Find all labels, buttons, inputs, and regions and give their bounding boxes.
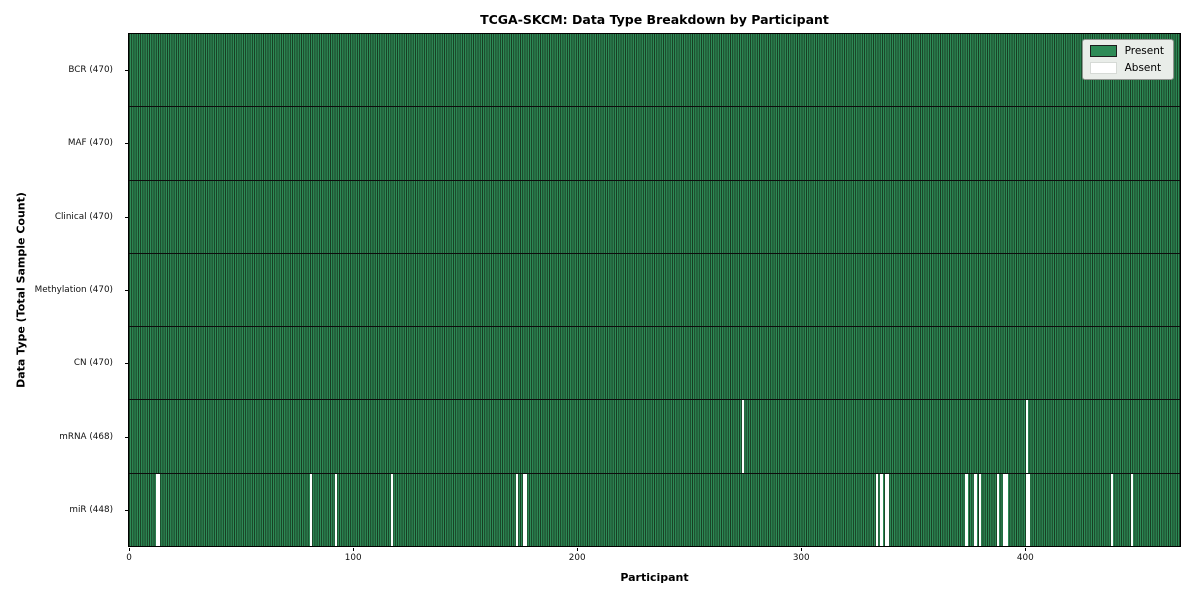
y-tick-label: BCR (470) (68, 64, 113, 75)
legend-label-present: Present (1124, 45, 1164, 57)
absent-mark (875, 473, 879, 546)
y-tick-mark (124, 290, 128, 291)
y-tick-mark (124, 363, 128, 365)
absent-swatch-icon (1089, 62, 1117, 74)
heatmap-row-clinical (129, 180, 1180, 254)
plot-area (128, 33, 1181, 547)
x-axis-label: Participant (620, 571, 689, 584)
heatmap-row-methylation (129, 253, 1180, 328)
x-axis-tick-labels: 0 100 200 300 400 (126, 547, 1181, 571)
absent-mark (974, 473, 977, 546)
legend-entry-present: Present (1089, 45, 1164, 57)
absent-mark (887, 473, 890, 546)
absent-mark (978, 473, 981, 546)
absent-mark (1005, 473, 1008, 546)
y-tick-label: mRNA (468) (59, 431, 113, 442)
y-tick-mark (124, 143, 128, 145)
absent-mark (880, 473, 883, 546)
absent-mark (1130, 473, 1134, 546)
legend-label-absent: Absent (1124, 62, 1162, 74)
heatmap-row-mir (129, 473, 1180, 546)
x-tick-label: 200 (568, 553, 586, 563)
x-tick-label: 100 (344, 553, 362, 563)
absent-mark (155, 473, 159, 546)
x-tick-mark (1025, 547, 1027, 551)
y-tick-mark (124, 510, 128, 512)
y-tick-label: Methylation (470) (34, 285, 113, 295)
present-swatch-icon (1089, 45, 1117, 57)
absent-mark (1027, 473, 1031, 546)
absent-mark (158, 473, 161, 546)
absent-mark (996, 473, 999, 546)
x-tick-label: 300 (792, 553, 810, 563)
absent-mark (1003, 473, 1006, 546)
chart-title: TCGA-SKCM: Data Type Breakdown by Partic… (480, 12, 829, 27)
x-tick-mark (801, 547, 803, 551)
y-axis-tick-labels: BCR (470) MAF (470) Clinical (470) Methylat… (0, 33, 122, 547)
absent-mark (522, 473, 525, 546)
absent-mark (741, 400, 744, 473)
absent-mark (334, 473, 337, 546)
heatmap-row-cn (129, 327, 1180, 401)
absent-mark (884, 473, 888, 546)
absent-mark (515, 473, 519, 546)
legend: Present Absent (1081, 39, 1174, 80)
x-tick-mark (129, 547, 131, 551)
y-tick-label: Clinical (470) (54, 211, 113, 222)
y-tick-mark (124, 69, 128, 71)
x-tick-mark (353, 547, 355, 551)
heatmap-row-maf (129, 107, 1180, 181)
absent-mark (965, 473, 968, 546)
absent-mark (524, 473, 528, 546)
absent-mark (1110, 473, 1113, 546)
x-tick-label: 0 (126, 553, 132, 563)
absent-mark (1025, 400, 1028, 473)
y-tick-mark (124, 436, 128, 438)
heatmap-row-bcr (129, 34, 1180, 108)
absent-mark (1025, 473, 1028, 546)
heatmap-row-mrna (129, 400, 1180, 474)
x-tick-mark (577, 547, 579, 551)
legend-entry-absent: Absent (1089, 62, 1164, 74)
y-tick-mark (124, 216, 128, 218)
y-tick-label: CN (470) (73, 358, 113, 369)
absent-mark (310, 473, 313, 546)
y-tick-label: MAF (470) (67, 138, 113, 149)
absent-mark (390, 473, 393, 546)
y-tick-label: miR (448) (69, 505, 113, 516)
x-tick-label: 400 (1016, 553, 1034, 563)
